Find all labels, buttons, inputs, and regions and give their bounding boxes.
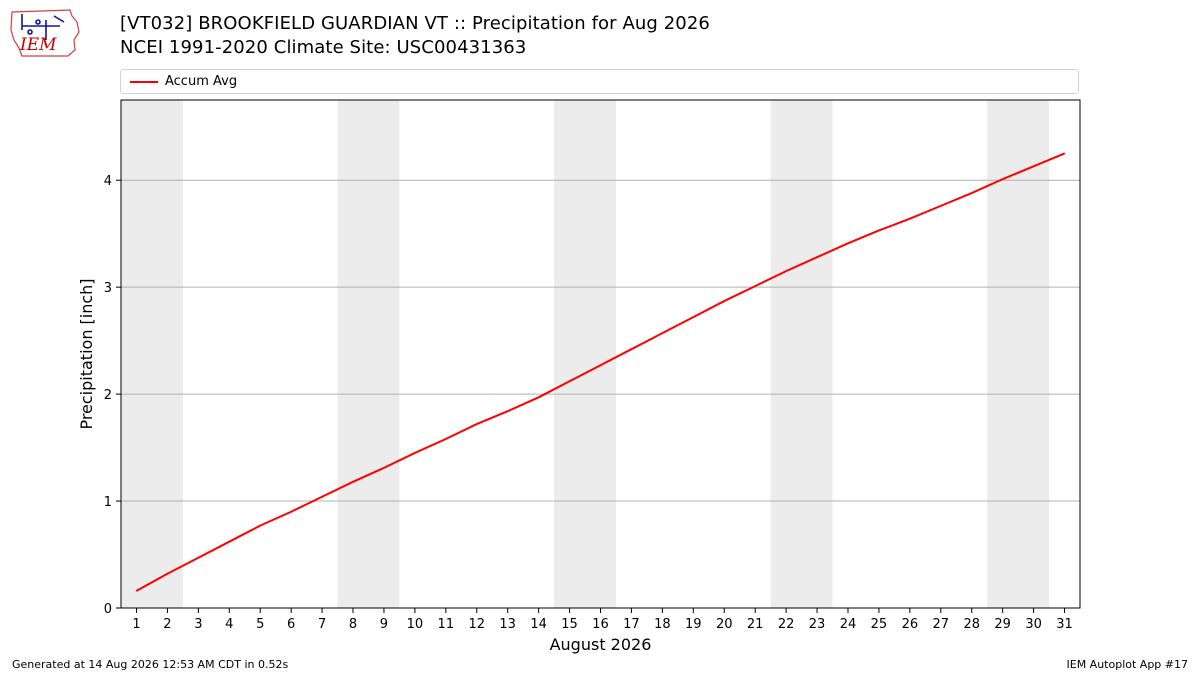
data-point — [723, 300, 725, 302]
data-point — [847, 242, 849, 244]
x-tick-label: 9 — [380, 617, 388, 632]
data-point — [507, 410, 509, 412]
legend-swatch-accum-avg — [130, 81, 158, 83]
y-tick-label: 1 — [104, 495, 112, 510]
data-point — [568, 380, 571, 382]
x-tick-label: 10 — [407, 617, 424, 632]
x-tick-label: 16 — [592, 617, 609, 632]
x-tick-label: 23 — [809, 617, 826, 632]
y-tick-label: 4 — [104, 174, 112, 189]
x-tick-label: 14 — [530, 617, 547, 632]
data-point — [754, 285, 756, 287]
footer-generated-text: Generated at 14 Aug 2026 12:53 AM CDT in… — [12, 658, 289, 671]
x-tick-label: 3 — [194, 617, 202, 632]
data-point — [1002, 178, 1004, 180]
data-point — [445, 438, 447, 440]
y-tick-label: 2 — [104, 388, 112, 403]
series-points — [135, 152, 1066, 592]
data-point — [940, 205, 942, 207]
x-tick-label: 2 — [163, 617, 171, 632]
logo-text: IEM — [19, 35, 57, 55]
data-point — [909, 218, 911, 220]
legend: Accum Avg — [120, 69, 1079, 94]
data-point — [166, 573, 169, 575]
x-tick-label: 13 — [499, 617, 516, 632]
x-tick-label: 1 — [132, 617, 140, 632]
data-point — [259, 525, 261, 527]
data-point — [383, 467, 385, 469]
iowa-outline-shape — [10, 9, 80, 57]
weather-station-icon — [21, 14, 65, 40]
x-tick-label: 8 — [349, 617, 357, 632]
data-point — [630, 348, 633, 350]
data-point — [228, 541, 230, 543]
footer-app-id: IEM Autoplot App #17 — [1066, 658, 1189, 671]
weekend-shade — [770, 100, 833, 608]
chart-subtitle: NCEI 1991-2020 Climate Site: USC00431363 — [120, 37, 527, 58]
x-tick-label: 17 — [623, 617, 640, 632]
x-tick-label: 24 — [840, 617, 857, 632]
data-point — [476, 423, 478, 425]
iem-logo: IEM — [10, 9, 80, 57]
data-point — [692, 316, 694, 318]
x-tick-label: 18 — [654, 617, 671, 632]
x-tick-label: 6 — [287, 617, 295, 632]
data-point — [661, 332, 663, 334]
y-tick-label: 3 — [104, 281, 112, 296]
data-point — [321, 496, 323, 498]
x-tick-label: 31 — [1056, 617, 1073, 632]
chart-title: [VT032] BROOKFIELD GUARDIAN VT :: Precip… — [120, 13, 710, 34]
x-tick-label: 12 — [468, 617, 485, 632]
data-point — [816, 256, 818, 258]
data-point — [414, 452, 416, 454]
data-point — [1032, 165, 1035, 167]
x-tick-label: 19 — [685, 617, 702, 632]
data-point — [971, 192, 973, 194]
x-axis-label: August 2026 — [550, 635, 652, 654]
y-axis-label: Precipitation [inch] — [77, 278, 96, 429]
weekend-shade — [121, 100, 183, 608]
weekend-shade — [337, 100, 400, 608]
data-point — [352, 481, 354, 483]
x-tick-label: 26 — [902, 617, 919, 632]
x-tick-label: 28 — [963, 617, 980, 632]
data-point — [878, 229, 880, 232]
x-tick-label: 4 — [225, 617, 233, 632]
weekend-shade — [987, 100, 1050, 608]
data-point — [290, 511, 292, 513]
x-tick-label: 27 — [933, 617, 950, 632]
x-tick-label: 21 — [747, 617, 764, 632]
data-point — [599, 364, 602, 366]
legend-label-accum-avg: Accum Avg — [165, 74, 238, 89]
data-point — [1063, 152, 1066, 155]
plot-frame — [120, 99, 1081, 609]
data-point — [135, 590, 138, 592]
x-tick-label: 7 — [318, 617, 326, 632]
x-tick-label: 25 — [871, 617, 888, 632]
x-tick-label: 30 — [1025, 617, 1042, 632]
x-tick-label: 20 — [716, 617, 733, 632]
x-tick-label: 15 — [561, 617, 578, 632]
y-tick-label: 0 — [104, 602, 112, 617]
x-tick-label: 22 — [778, 617, 795, 632]
data-point — [538, 396, 540, 398]
x-tick-label: 11 — [438, 617, 455, 632]
data-point — [197, 557, 199, 559]
weekend-shade — [554, 100, 616, 608]
x-tick-label: 5 — [256, 617, 264, 632]
data-point — [785, 270, 787, 272]
x-tick-label: 29 — [994, 617, 1011, 632]
